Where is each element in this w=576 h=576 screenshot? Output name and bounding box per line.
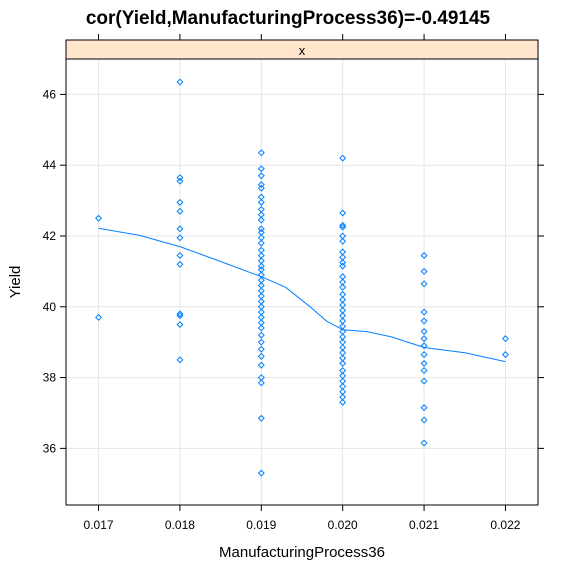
data-point (257, 338, 265, 346)
data-point (339, 223, 347, 231)
y-axis-title: Yield (7, 266, 24, 299)
data-point (339, 237, 347, 245)
data-point (176, 198, 184, 206)
data-point (257, 239, 265, 247)
data-point (257, 149, 265, 157)
axis-ticks (60, 34, 544, 511)
x-tick-label: 0.018 (165, 518, 195, 532)
data-point (501, 335, 509, 343)
data-point (257, 324, 265, 332)
x-tick-label: 0.020 (328, 518, 358, 532)
data-point (420, 377, 428, 385)
data-point (339, 221, 347, 229)
data-point (257, 184, 265, 192)
data-point (420, 317, 428, 325)
data-point (420, 359, 428, 367)
data-point (420, 280, 428, 288)
data-point (339, 209, 347, 217)
data-point (176, 174, 184, 182)
data-point (420, 416, 428, 424)
data-point (257, 361, 265, 369)
data-point (176, 310, 184, 318)
loess-smoother-line (98, 227, 506, 363)
data-points (95, 78, 509, 477)
data-point (95, 214, 103, 222)
data-point (176, 225, 184, 233)
data-point (176, 78, 184, 86)
data-point (420, 267, 428, 275)
x-tick-label: 0.019 (246, 518, 276, 532)
data-point (176, 251, 184, 259)
y-tick-label: 38 (43, 371, 57, 385)
data-point (420, 351, 428, 359)
plot-frame (65, 58, 539, 506)
data-point (339, 359, 347, 367)
data-point (420, 404, 428, 412)
y-tick-label: 46 (43, 87, 57, 101)
x-tick-labels: 0.017 0.018 0.019 0.020 0.021 0.022 (84, 518, 521, 532)
data-point (176, 312, 184, 320)
y-tick-label: 40 (43, 300, 57, 314)
data-point (339, 154, 347, 162)
data-point (420, 308, 428, 316)
grid (66, 59, 538, 505)
data-point (257, 379, 265, 387)
data-point (257, 198, 265, 206)
data-point (176, 260, 184, 268)
x-tick-label: 0.022 (490, 518, 520, 532)
data-point (257, 165, 265, 173)
data-point (339, 259, 347, 267)
data-point (257, 345, 265, 353)
data-point (420, 366, 428, 374)
data-point (257, 225, 265, 233)
data-point (257, 181, 265, 189)
data-point (339, 262, 347, 270)
data-point (257, 262, 265, 270)
data-point (95, 313, 103, 321)
data-point (176, 207, 184, 215)
data-point (257, 216, 265, 224)
data-point (176, 320, 184, 328)
data-point (339, 283, 347, 291)
chart-title: cor(Yield,ManufacturingProcess36)=-0.491… (86, 8, 491, 29)
data-point (420, 328, 428, 336)
y-tick-label: 36 (43, 441, 57, 455)
data-point (257, 331, 265, 339)
x-tick-label: 0.017 (84, 518, 114, 532)
x-tick-label: 0.021 (409, 518, 439, 532)
data-point (339, 398, 347, 406)
data-point (176, 177, 184, 185)
y-tick-label: 42 (43, 229, 57, 243)
data-point (257, 172, 265, 180)
data-point (501, 351, 509, 359)
data-point (257, 414, 265, 422)
data-point (420, 335, 428, 343)
x-axis-title: ManufacturingProcess36 (219, 544, 385, 561)
data-point (176, 234, 184, 242)
panel-strip-label: x (299, 43, 306, 58)
data-point (257, 469, 265, 477)
data-point (176, 356, 184, 364)
data-point (420, 251, 428, 259)
data-point (257, 352, 265, 360)
y-tick-label: 44 (43, 158, 57, 172)
data-point (420, 342, 428, 350)
y-tick-labels: 36 38 40 42 44 46 (43, 87, 57, 455)
data-point (420, 439, 428, 447)
